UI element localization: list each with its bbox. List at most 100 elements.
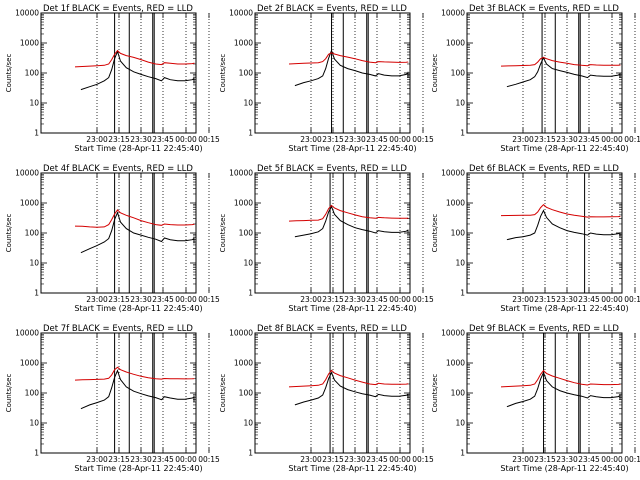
x-tick-label: 00:00 [389, 295, 411, 304]
plot-frame [466, 12, 623, 134]
y-tick-label: 1000 [446, 359, 465, 368]
x-axis-label: Start Time (28-Apr-11 22:45:40) [500, 464, 628, 473]
x-tick-label: 23:30 [130, 135, 152, 144]
x-tick-label: 00:15 [624, 455, 640, 464]
y-tick-label: 10 [243, 259, 253, 268]
x-tick-label: 23:15 [108, 135, 130, 144]
x-tick-label: 23:45 [366, 295, 388, 304]
y-tick-label: 1000 [446, 199, 465, 208]
events-series-line [506, 371, 621, 408]
x-tick-label: 23:45 [152, 295, 174, 304]
x-tick-label: 23:45 [578, 295, 600, 304]
y-tick-label: 100 [451, 69, 466, 78]
chart-title: Det 7f BLACK = Events, RED = LLD [43, 324, 193, 334]
y-tick-label: 100 [25, 229, 40, 238]
x-tick-label: 00:00 [601, 135, 623, 144]
y-tick-label: 1000 [20, 359, 39, 368]
x-tick-label: 00:00 [175, 135, 197, 144]
lld-series-line [74, 49, 195, 68]
y-axis-label: Counts/sec [431, 374, 439, 413]
x-tick-label: 23:30 [556, 455, 578, 464]
y-tick-label: 100 [25, 389, 40, 398]
y-tick-label: 1000 [234, 359, 253, 368]
lld-series-line [74, 209, 195, 228]
x-axis-label: Start Time (28-Apr-11 22:45:40) [288, 304, 416, 313]
x-tick-label: 23:15 [108, 295, 130, 304]
y-tick-label: 100 [239, 69, 254, 78]
y-axis-label: Counts/sec [219, 54, 227, 93]
plot-frame [254, 12, 411, 134]
events-series-line [80, 369, 195, 410]
events-series-line [294, 205, 409, 238]
lld-series-line [500, 204, 621, 218]
x-tick-label: 23:15 [534, 455, 556, 464]
x-tick-label: 23:30 [344, 295, 366, 304]
events-series-line [294, 371, 409, 406]
y-tick-label: 10000 [229, 169, 253, 178]
x-tick-label: 23:30 [130, 295, 152, 304]
y-tick-label: 100 [451, 389, 466, 398]
y-tick-label: 100 [239, 389, 254, 398]
y-tick-label: 100 [239, 229, 254, 238]
x-axis-label: Start Time (28-Apr-11 22:45:40) [74, 304, 202, 313]
y-tick-label: 1 [460, 129, 465, 138]
x-tick-label: 23:00 [512, 455, 534, 464]
chart-title: Det 8f BLACK = Events, RED = LLD [257, 324, 407, 334]
x-tick-label: 23:00 [300, 135, 322, 144]
y-tick-label: 1000 [20, 199, 39, 208]
y-tick-label: 10 [29, 259, 39, 268]
x-tick-label: 23:45 [366, 135, 388, 144]
x-tick-label: 23:15 [534, 135, 556, 144]
y-tick-label: 10000 [441, 329, 465, 338]
lld-series-line [74, 366, 195, 381]
y-tick-label: 100 [25, 69, 40, 78]
x-tick-label: 00:00 [389, 455, 411, 464]
x-tick-label: 00:00 [601, 455, 623, 464]
y-tick-label: 1 [248, 129, 253, 138]
lld-series-line [500, 369, 621, 388]
x-tick-label: 23:00 [86, 135, 108, 144]
y-axis-label: Counts/sec [219, 374, 227, 413]
y-axis-label: Counts/sec [431, 214, 439, 253]
plot-frame [466, 172, 623, 294]
x-tick-label: 23:15 [108, 455, 130, 464]
x-axis-label: Start Time (28-Apr-11 22:45:40) [74, 464, 202, 473]
chart-title: Det 2f BLACK = Events, RED = LLD [257, 4, 407, 14]
y-tick-label: 1 [248, 449, 253, 458]
y-tick-label: 10 [455, 259, 465, 268]
x-axis-label: Start Time (28-Apr-11 22:45:40) [500, 304, 628, 313]
lld-series-line [288, 204, 409, 222]
events-series-line [80, 211, 195, 254]
y-tick-label: 10000 [15, 169, 39, 178]
chart-title: Det 4f BLACK = Events, RED = LLD [43, 164, 193, 174]
chart-title: Det 1f BLACK = Events, RED = LLD [43, 4, 193, 14]
y-tick-label: 10 [243, 419, 253, 428]
chart-panel-6: Det 6f BLACK = Events, RED = LLD 23:00 23:… [431, 164, 640, 313]
plot-frame [254, 332, 411, 454]
events-series-line [294, 49, 409, 87]
x-tick-label: 00:15 [624, 295, 640, 304]
y-tick-label: 1 [248, 289, 253, 298]
x-tick-label: 23:00 [512, 135, 534, 144]
plot-frame [40, 172, 197, 294]
chart-panel-2: Det 2f BLACK = Events, RED = LLD 23:00 23:… [219, 4, 434, 153]
x-tick-label: 23:30 [344, 135, 366, 144]
lld-series-line [500, 56, 621, 67]
x-axis-label: Start Time (28-Apr-11 22:45:40) [74, 144, 202, 153]
x-tick-label: 00:15 [412, 135, 434, 144]
events-series-line [80, 50, 195, 91]
chart-title: Det 6f BLACK = Events, RED = LLD [469, 164, 619, 174]
y-tick-label: 10 [29, 99, 39, 108]
x-tick-label: 23:15 [322, 455, 344, 464]
x-tick-label: 23:00 [512, 295, 534, 304]
plot-frame [40, 332, 197, 454]
y-axis-label: Counts/sec [5, 214, 13, 253]
y-tick-label: 10 [455, 419, 465, 428]
y-tick-label: 1000 [446, 39, 465, 48]
